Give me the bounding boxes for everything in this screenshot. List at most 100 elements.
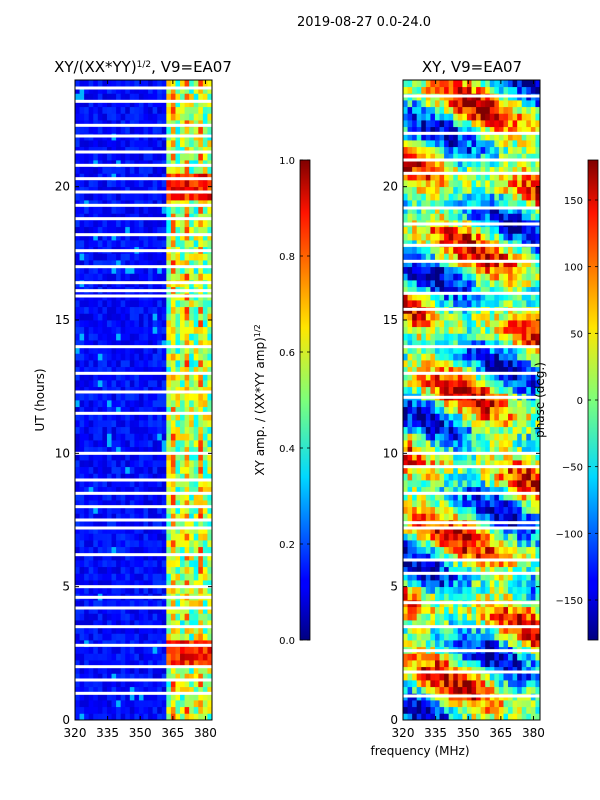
phase-heatmap-cell [434,340,440,348]
amp-heatmap-cell [134,486,140,494]
phase-heatmap-cell [494,293,500,301]
amp-heatmap-cell [88,680,94,688]
amp-heatmap-cell [143,440,149,448]
phase-heatmap-cell [425,660,431,668]
phase-heatmap-cell [503,446,509,454]
phase-heatmap-cell [535,513,540,521]
amp-heatmap-cell [166,406,172,414]
phase-heatmap-cell [462,486,468,494]
amp-heatmap-cell [202,540,208,548]
amp-heatmap-cell [79,266,85,274]
amp-heatmap-cell [102,320,108,328]
phase-heatmap-cell [403,653,408,661]
amp-heatmap-cell [129,346,135,354]
amp-heatmap-cell [138,573,144,581]
phase-heatmap-cell [494,640,500,648]
amp-heatmap-cell [198,500,204,508]
phase-heatmap-cell [425,346,431,354]
amp-heatmap-cell [106,466,112,474]
amp-heatmap-cell [184,100,190,108]
phase-heatmap-cell [425,373,431,381]
amp-heatmap-cell [138,173,144,181]
amp-heatmap-cell [106,353,112,361]
amp-heatmap-cell [120,566,126,574]
phase-heatmap-cell [521,286,527,294]
amp-heatmap-cell [193,680,199,688]
phase-heatmap-cell [508,713,513,720]
amp-heatmap-cell [102,473,108,481]
amp-heatmap-cell [79,273,85,281]
amp-heatmap-cell [180,366,185,374]
phase-heatmap-cell [521,546,527,554]
amp-heatmap-cell [170,226,176,234]
amp-heatmap-cell [198,366,204,374]
phase-heatmap-cell [462,280,468,288]
amp-heatmap-cell [75,306,80,314]
phase-heatmap-cell [530,440,536,448]
phase-heatmap-cell [530,560,536,568]
phase-heatmap-cell [471,513,477,521]
amp-heatmap-cell [143,406,149,414]
amp-heatmap-cell [175,540,181,548]
phase-heatmap-cell [530,420,536,428]
amp-heatmap-cell [202,660,208,668]
phase-heatmap-cell [444,580,450,588]
amp-heatmap-cell [75,413,80,421]
amp-heatmap-cell [134,346,140,354]
amp-heatmap-cell [148,266,154,274]
amp-heatmap-cell [79,653,85,661]
phase-heatmap-cell [430,493,436,501]
amp-heatmap-cell [184,366,190,374]
phase-heatmap-cell [485,320,491,328]
phase-heatmap-cell [462,620,468,628]
phase-heatmap-cell [421,593,427,601]
amp-heatmap-cell [152,566,158,574]
amp-heatmap-cell [84,526,90,534]
amp-heatmap-cell [79,433,85,441]
phase-heatmap-cell [494,380,500,388]
amp-heatmap-cell [116,266,122,274]
amp-heatmap-cell [180,606,185,614]
amp-heatmap-cell [193,580,199,588]
amp-heatmap-cell [88,260,94,268]
amp-heatmap-cell [138,480,144,488]
phase-heatmap-cell [448,466,454,474]
amp-heatmap-cell [184,340,190,348]
amp-heatmap-cell [189,266,195,274]
phase-heatmap-cell [430,466,436,474]
amp-heatmap-cell [166,453,172,461]
amp-heatmap-cell [202,173,208,181]
amp-heatmap-cell [180,453,185,461]
phase-heatmap-cell [512,273,518,281]
amp-heatmap-cell [93,300,99,308]
amp-heatmap-cell [129,480,135,488]
amp-data-gap [75,585,212,589]
amp-data-gap [75,505,212,509]
phase-heatmap-cell [498,333,504,341]
phase-heatmap-cell [425,640,431,648]
amp-heatmap-cell [184,700,190,708]
amp-heatmap-cell [97,686,103,694]
amp-heatmap-cell [111,153,117,161]
amp-heatmap-cell [111,386,117,394]
amp-heatmap-cell [207,406,212,414]
amp-heatmap-cell [193,86,199,94]
amp-heatmap-cell [79,560,85,568]
amp-heatmap-cell [111,113,117,121]
phase-heatmap-cell [476,353,482,361]
amp-heatmap-cell [138,506,144,514]
amp-heatmap-cell [116,453,122,461]
phase-heatmap-cell [471,573,477,581]
phase-heatmap-cell [444,613,450,621]
amp-heatmap-cell [125,586,131,594]
amp-heatmap-cell [161,540,167,548]
amp-heatmap-cell [125,513,131,521]
amp-heatmap-cell [106,240,112,248]
amp-heatmap-cell [88,240,94,248]
phase-heatmap-cell [407,533,413,541]
phase-heatmap-cell [521,413,527,421]
amp-heatmap-cell [97,226,103,234]
amp-heatmap-cell [157,380,163,388]
phase-heatmap-cell [453,553,459,561]
phase-heatmap-cell [416,300,422,308]
